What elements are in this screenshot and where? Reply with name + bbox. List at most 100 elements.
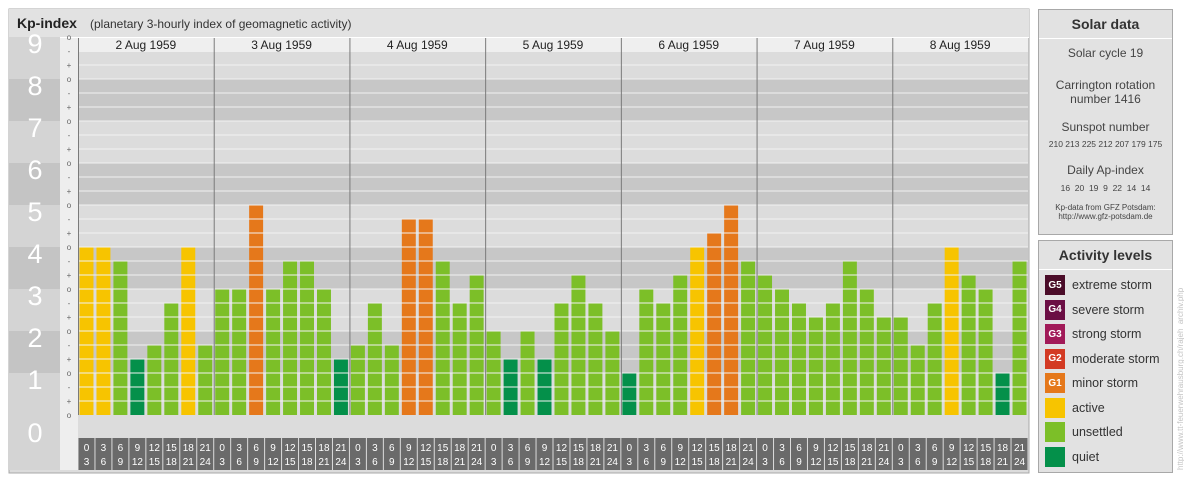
hour-end-label: 24	[200, 457, 212, 468]
hour-cell	[451, 438, 468, 470]
hour-start-label: 21	[1014, 443, 1026, 454]
hour-end-label: 15	[963, 457, 975, 468]
kp-bar	[249, 205, 264, 415]
hour-end-label: 12	[132, 457, 144, 468]
hour-start-label: 15	[980, 443, 992, 454]
kp-bar	[266, 289, 281, 415]
hour-cell	[621, 438, 638, 470]
hour-start-label: 21	[200, 443, 212, 454]
hour-end-label: 6	[915, 457, 921, 468]
hour-cell	[112, 438, 129, 470]
kp-chart: 0 o +1 o + - 2 o + - 3 o + - 4 o + - 5 o + - 6 o + - 7 o + - 8 o + - 9 o - 2 …	[8, 8, 1030, 474]
hour-end-label: 3	[762, 457, 768, 468]
hour-end-label: 6	[236, 457, 242, 468]
hour-end-label: 3	[219, 457, 225, 468]
y-tick-label: 1	[27, 365, 42, 395]
y-sub-mark: o	[67, 243, 72, 252]
watermark-url: http://www.tt-feuerwehrausburg.ch/rajeh_…	[1176, 287, 1184, 470]
day-label: 6 Aug 1959	[658, 38, 719, 52]
hour-cell	[316, 438, 332, 470]
hour-end-label: 18	[437, 457, 449, 468]
hour-start-label: 6	[932, 443, 938, 454]
hour-end-label: 21	[454, 457, 466, 468]
hour-cell	[265, 438, 282, 470]
hour-end-label: 15	[149, 457, 161, 468]
day-label: 3 Aug 1959	[251, 38, 312, 52]
y-label-band	[9, 289, 60, 331]
sub-mark-column	[60, 38, 78, 470]
kp-bar	[113, 260, 128, 415]
hour-cell	[78, 438, 95, 470]
plot-band	[78, 205, 1028, 247]
plot-band	[78, 163, 1028, 205]
solar-cycle: Solar cycle 19	[1067, 46, 1144, 60]
hour-cell	[638, 438, 655, 470]
hour-end-label: 3	[355, 457, 361, 468]
day-label: 4 Aug 1959	[387, 38, 448, 52]
hour-cell	[536, 438, 553, 470]
y-sub-mark: -	[68, 215, 71, 224]
hour-end-label: 3	[898, 457, 904, 468]
legend-swatch: G5	[1045, 275, 1065, 295]
hour-cell	[400, 438, 417, 470]
y-label-band	[9, 205, 60, 247]
hour-cell	[960, 438, 977, 470]
hour-end-label: 3	[491, 457, 497, 468]
kp-bar	[435, 260, 450, 415]
hour-end-label: 15	[284, 457, 296, 468]
hour-cell	[570, 438, 587, 470]
y-tick-label: 0	[27, 418, 42, 448]
y-label-band	[9, 163, 60, 205]
y-label-band	[9, 79, 60, 121]
legend-swatch: G3	[1045, 324, 1065, 344]
ap-values: 16 20 19 9 22 14 14	[1060, 183, 1151, 193]
y-sub-mark: o	[67, 411, 72, 420]
hour-cell	[909, 438, 926, 470]
hour-end-label: 12	[539, 457, 551, 468]
hour-end-label: 9	[660, 457, 666, 468]
carrington-line-1: Carrington rotation	[1055, 78, 1156, 92]
hour-cell	[231, 438, 248, 470]
sunspot-label: Sunspot number	[1061, 120, 1150, 134]
hour-end-label: 21	[590, 457, 602, 468]
hour-end-label: 24	[1014, 457, 1026, 468]
y-sub-mark: +	[67, 271, 72, 280]
y-tick-label: 2	[27, 323, 42, 353]
hour-end-label: 24	[607, 457, 619, 468]
legend-item: G5 extreme storm	[1045, 275, 1152, 295]
hour-start-label: 0	[355, 443, 361, 454]
y-tick-label: 6	[27, 155, 42, 185]
y-sub-mark: +	[67, 145, 72, 154]
day-label: 8 Aug 1959	[930, 38, 991, 52]
kp-bar	[842, 260, 857, 415]
y-sub-mark: o	[67, 285, 72, 294]
legend-item: G1 minor storm	[1045, 373, 1138, 393]
source-line-2: http://www.gfz-potsdam.de	[1058, 212, 1153, 221]
hour-cell	[180, 438, 197, 470]
kp-bar	[893, 317, 908, 415]
hour-end-label: 18	[980, 457, 992, 468]
hour-cell	[672, 438, 689, 470]
hour-start-label: 18	[183, 443, 195, 454]
hour-start-label: 18	[454, 443, 466, 454]
hour-end-label: 15	[420, 457, 432, 468]
hour-end-label: 21	[997, 457, 1009, 468]
hour-cell	[757, 438, 774, 470]
y-tick-label: 9	[27, 29, 42, 59]
kp-bar	[198, 344, 213, 415]
sunspot-values: 210 213 225 212 207 179 175	[1048, 139, 1163, 149]
y-sub-mark: +	[67, 229, 72, 238]
source-line-1: Kp-data from GFZ Potsdam:	[1055, 203, 1156, 212]
kp-bar	[978, 289, 993, 415]
hour-start-label: 0	[84, 443, 90, 454]
kp-bar	[808, 317, 823, 415]
y-sub-mark: -	[68, 341, 71, 350]
hour-end-label: 18	[844, 457, 856, 468]
kp-bar	[775, 289, 789, 415]
hour-start-label: 9	[270, 443, 276, 454]
y-tick-label: 8	[27, 71, 42, 101]
hour-cell	[197, 438, 214, 470]
hour-start-label: 18	[861, 443, 873, 454]
kp-bar	[350, 344, 365, 415]
y-sub-mark: o	[67, 369, 72, 378]
